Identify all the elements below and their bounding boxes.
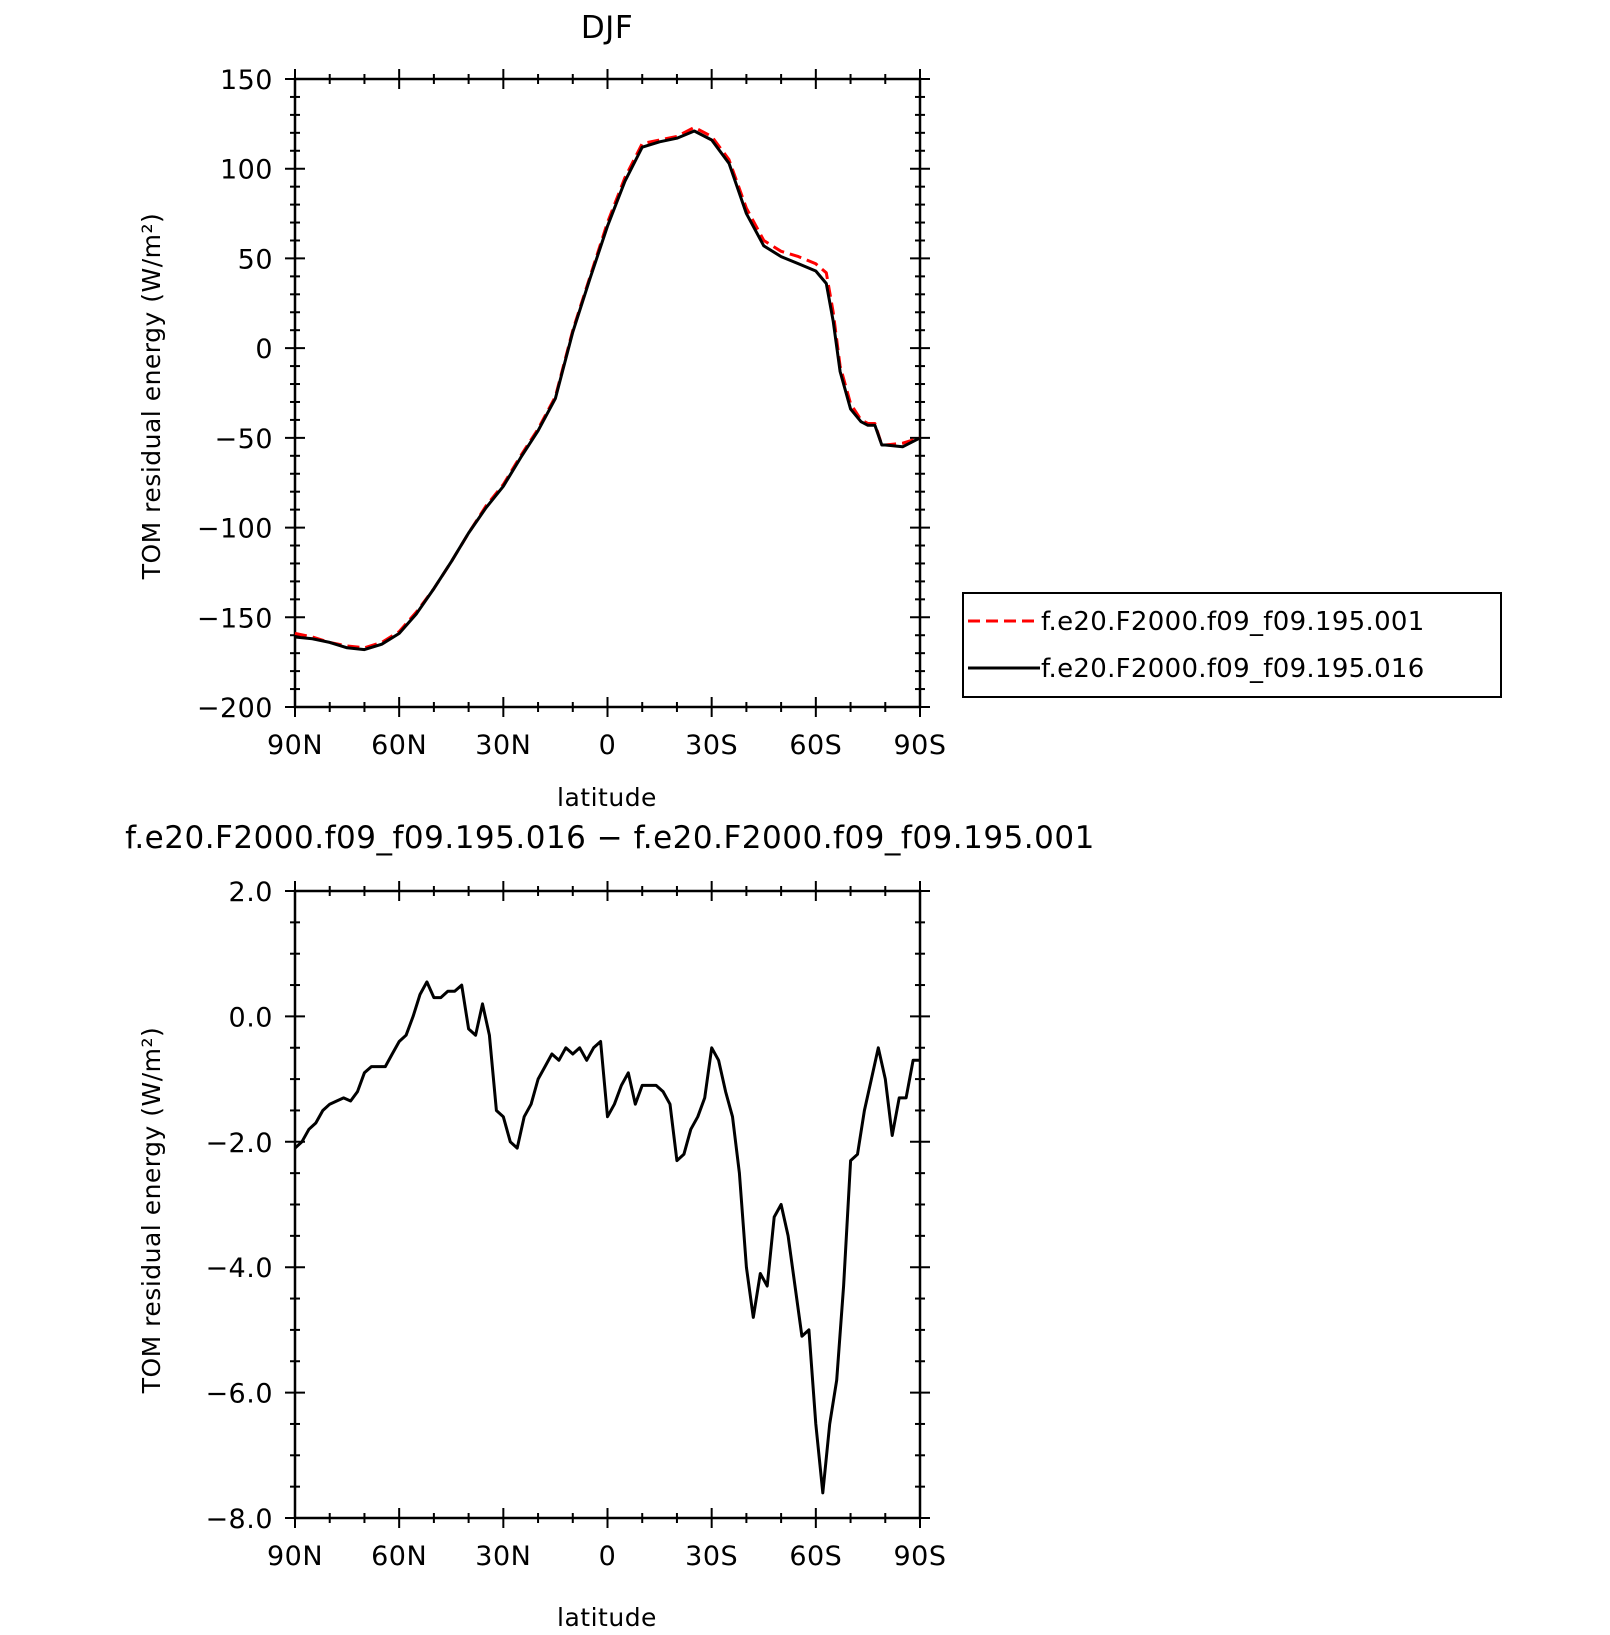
- top-x-tick-label: 90S: [894, 730, 947, 761]
- bottom-x-tick-label: 30S: [685, 1541, 738, 1572]
- top-x-tick-label: 30N: [475, 730, 531, 761]
- top-chart-title: DJF: [581, 10, 633, 46]
- top-y-tick-label: 100: [220, 155, 273, 186]
- top-plot-area: 150 100 50 0 −50 −100 −150 −200 90N 60N 30N 0 30S 60S…: [197, 65, 947, 761]
- bottom-y-tick-label: 2.0: [229, 877, 273, 908]
- top-x-tick-label: 60S: [789, 730, 842, 761]
- top-y-tick-label: −200: [197, 693, 273, 724]
- top-series-line-2: [294, 129, 921, 652]
- legend-label-series-016: f.e20.F2000.f09_f09.195.016: [1041, 654, 1425, 684]
- bottom-chart-title: f.e20.F2000.f09_f09.195.016 − f.e20.F200…: [125, 820, 1095, 856]
- top-y-tick-label: 50: [238, 244, 273, 275]
- top-y-tick-label: −100: [197, 514, 273, 545]
- bottom-x-tick-label: 60S: [789, 1541, 842, 1572]
- bottom-chart-panel: f.e20.F2000.f09_f09.195.016 − f.e20.F200…: [125, 820, 1095, 1632]
- top-x-tick-label: 30S: [685, 730, 738, 761]
- bottom-y-axis-title: TOM residual energy (W/m²): [137, 1027, 166, 1395]
- top-chart-panel: DJF 150 100 50 0 −50 −100 −150 −200 90N 60N 30N 0 30…: [137, 10, 947, 812]
- bottom-y-tick-label: −6.0: [205, 1379, 273, 1410]
- legend: f.e20.F2000.f09_f09.195.001 f.e20.F2000.…: [962, 592, 1502, 698]
- top-y-tick-label: 150: [220, 65, 273, 96]
- bottom-x-tick-label: 30N: [475, 1541, 531, 1572]
- top-y-tick-label: −50: [215, 424, 273, 455]
- top-x-tick-label: 90N: [267, 730, 323, 761]
- legend-box: [962, 592, 1502, 698]
- bottom-y-tick-label: 0.0: [229, 1002, 273, 1033]
- bottom-series-line-1: [293, 980, 920, 1495]
- bottom-y-tick-label: −8.0: [205, 1504, 273, 1535]
- bottom-x-axis-title: latitude: [557, 1603, 657, 1632]
- top-y-tick-label: 0: [255, 334, 273, 365]
- bottom-y-tick-label: −4.0: [205, 1253, 273, 1284]
- bottom-plot-area: 2.0 0.0 −2.0 −4.0 −6.0 −8.0 90N 60N 30N 0 30S 60S 90…: [205, 877, 946, 1572]
- top-x-tick-label: 60N: [371, 730, 427, 761]
- legend-label-series-001: f.e20.F2000.f09_f09.195.001: [1041, 607, 1425, 637]
- bottom-y-tick-label: −2.0: [205, 1128, 273, 1159]
- bottom-x-tick-label: 60N: [371, 1541, 427, 1572]
- top-y-axis-title: TOM residual energy (W/m²): [137, 213, 166, 581]
- bottom-x-tick-label: 90N: [267, 1541, 323, 1572]
- top-x-axis-title: latitude: [557, 783, 657, 812]
- bottom-x-tick-label: 90S: [894, 1541, 947, 1572]
- top-x-tick-label: 0: [599, 730, 617, 761]
- bottom-x-tick-label: 0: [599, 1541, 617, 1572]
- top-y-tick-label: −150: [197, 603, 273, 634]
